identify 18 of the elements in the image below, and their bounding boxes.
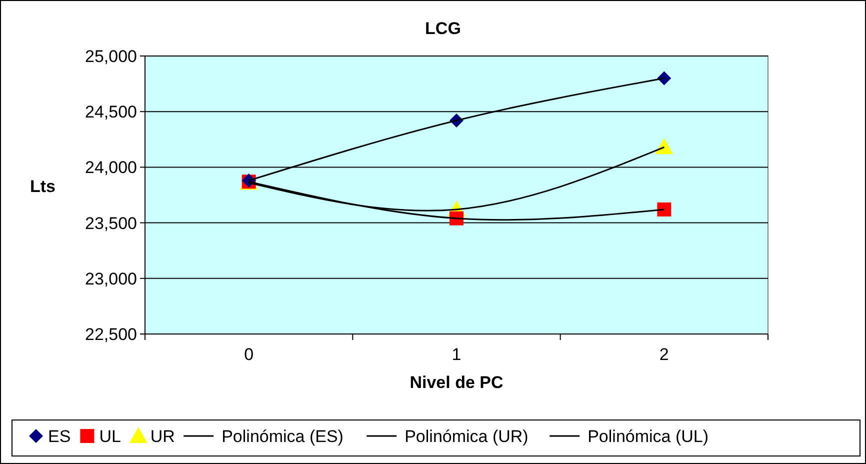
legend-label: UL — [99, 427, 121, 446]
y-tick-label: 24,500 — [85, 102, 137, 122]
legend-label: Polinómica (UR) — [404, 427, 528, 446]
y-tick-label: 24,000 — [85, 158, 137, 178]
legend-label: Polinómica (ES) — [222, 427, 344, 446]
chart-title: LCG — [425, 19, 461, 38]
legend-label: Polinómica (UL) — [588, 427, 709, 446]
y-tick-label: 25,000 — [85, 46, 137, 66]
x-tick-label: 2 — [659, 345, 669, 364]
legend-label: ES — [48, 427, 71, 446]
legend-label: UR — [150, 427, 175, 446]
y-axis-title: Lts — [30, 177, 56, 196]
y-tick-label: 23,500 — [85, 214, 137, 233]
y-tick-label: 23,000 — [85, 269, 137, 288]
x-tick-label: 1 — [452, 345, 462, 364]
x-axis-title: Nivel de PC — [410, 373, 504, 392]
y-tick-label: 22,500 — [85, 324, 137, 344]
x-tick-label: 0 — [244, 345, 254, 364]
